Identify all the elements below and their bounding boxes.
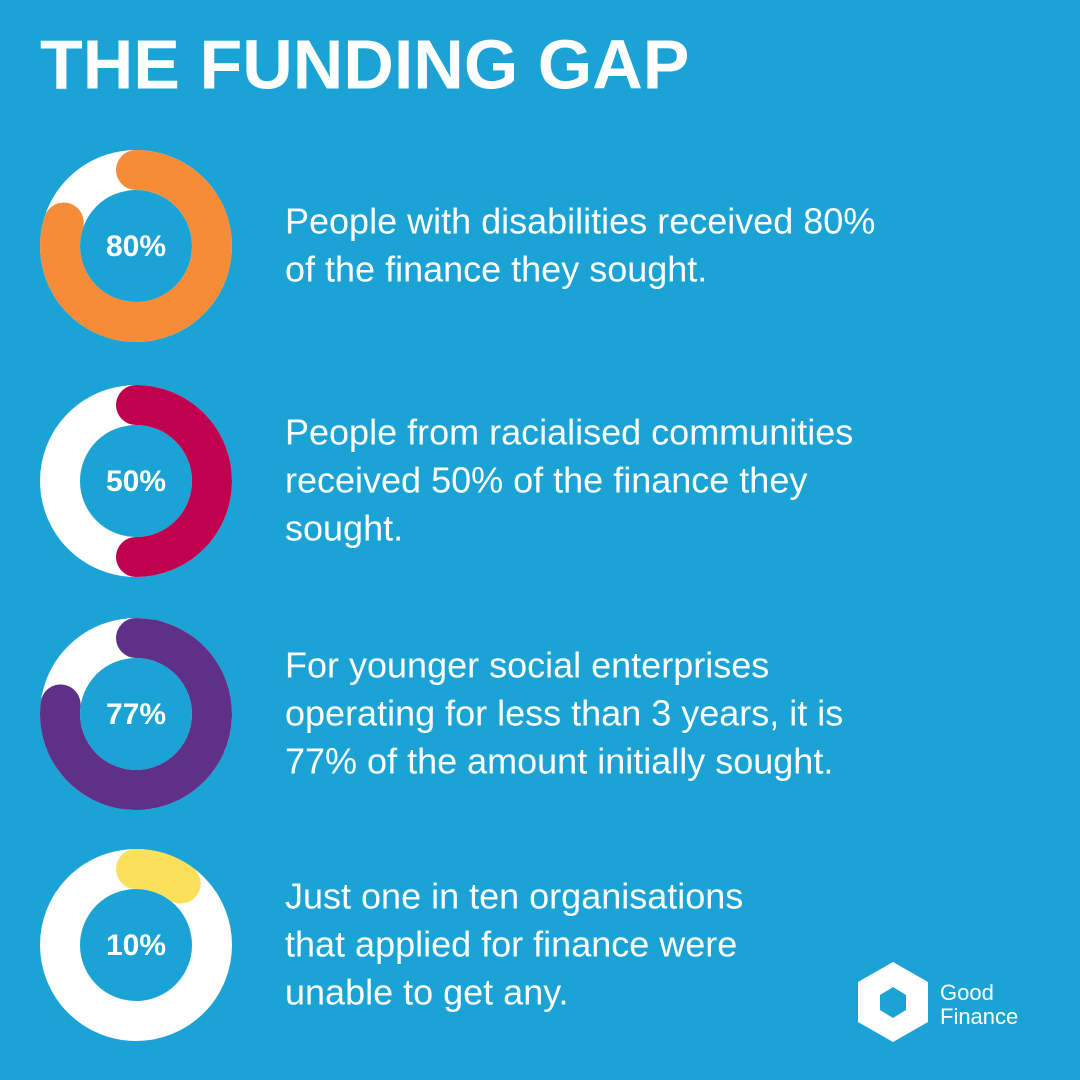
caption-line: People from racialised communities	[285, 412, 853, 453]
donut-arc	[116, 849, 201, 904]
logo: Good Finance	[858, 962, 1018, 1042]
logo-text: Good	[940, 980, 994, 1005]
logo-text: Finance	[940, 1004, 1018, 1029]
donut-arc	[40, 150, 232, 342]
caption-line: 77% of the amount initially sought.	[285, 741, 833, 782]
donut-label: 77%	[106, 698, 166, 731]
caption-line: Just one in ten organisations	[285, 876, 743, 917]
caption-line: People with disabilities received 80%	[285, 201, 875, 242]
caption-line: For younger social enterprises	[285, 645, 769, 686]
caption-line: operating for less than 3 years, it is	[285, 693, 843, 734]
title: THE FUNDING GAP	[40, 25, 689, 103]
donut-label: 80%	[106, 230, 166, 263]
donut-label: 10%	[106, 929, 166, 962]
caption-line: unable to get any.	[285, 972, 569, 1013]
caption-line: of the finance they sought.	[285, 249, 707, 290]
donut-arc	[116, 385, 232, 577]
caption-line: sought.	[285, 508, 403, 549]
caption-line: received 50% of the finance they	[285, 460, 807, 501]
caption-line: that applied for finance were	[285, 924, 737, 965]
logo-hole	[880, 987, 906, 1018]
donut-arc	[40, 618, 232, 810]
donut-label: 50%	[106, 465, 166, 498]
